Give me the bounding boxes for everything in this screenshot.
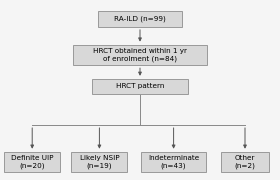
FancyBboxPatch shape: [4, 152, 60, 172]
Text: Indeterminate
(n=43): Indeterminate (n=43): [148, 155, 199, 169]
FancyBboxPatch shape: [141, 152, 206, 172]
Text: HRCT pattern: HRCT pattern: [116, 83, 164, 89]
FancyBboxPatch shape: [98, 11, 182, 27]
Text: RA-ILD (n=99): RA-ILD (n=99): [114, 16, 166, 22]
Text: Other
(n=2): Other (n=2): [235, 155, 255, 169]
FancyBboxPatch shape: [92, 79, 188, 94]
Text: HRCT obtained within 1 yr
of enrolment (n=84): HRCT obtained within 1 yr of enrolment (…: [93, 48, 187, 62]
FancyBboxPatch shape: [221, 152, 269, 172]
FancyBboxPatch shape: [71, 152, 127, 172]
FancyBboxPatch shape: [73, 45, 207, 65]
Text: Definite UIP
(n=20): Definite UIP (n=20): [11, 155, 53, 169]
Text: Likely NSIP
(n=19): Likely NSIP (n=19): [80, 155, 119, 169]
